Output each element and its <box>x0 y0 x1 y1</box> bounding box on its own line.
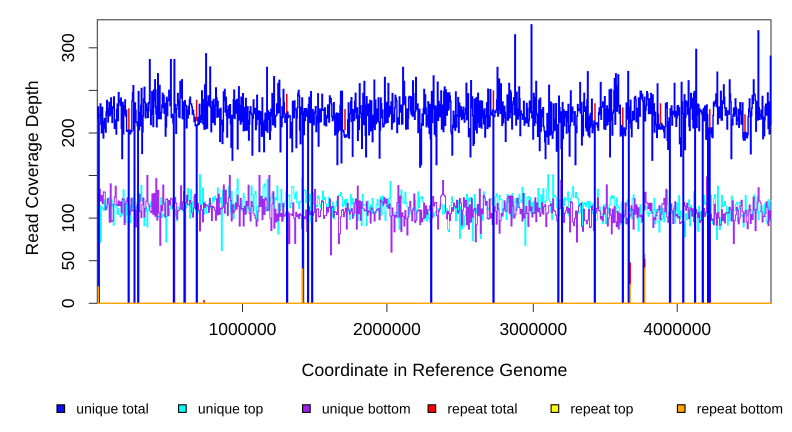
svg-text:2000000: 2000000 <box>353 319 421 339</box>
svg-text:50: 50 <box>58 251 78 270</box>
svg-text:unique bottom: unique bottom <box>322 401 411 417</box>
svg-text:Coordinate in Reference Genome: Coordinate in Reference Genome <box>302 360 568 380</box>
svg-text:0: 0 <box>58 298 78 308</box>
svg-text:unique total: unique total <box>76 401 148 417</box>
svg-text:3000000: 3000000 <box>499 319 567 339</box>
svg-text:repeat bottom: repeat bottom <box>697 401 783 417</box>
svg-text:repeat total: repeat total <box>447 401 517 417</box>
svg-text:1000000: 1000000 <box>209 319 277 339</box>
svg-text:200: 200 <box>58 118 78 147</box>
svg-text:repeat top: repeat top <box>570 401 633 417</box>
svg-text:Read Coverage Depth: Read Coverage Depth <box>22 80 42 255</box>
svg-text:100: 100 <box>58 204 78 233</box>
svg-text:300: 300 <box>58 33 78 62</box>
svg-text:unique top: unique top <box>198 401 264 417</box>
svg-text:4000000: 4000000 <box>643 319 711 339</box>
